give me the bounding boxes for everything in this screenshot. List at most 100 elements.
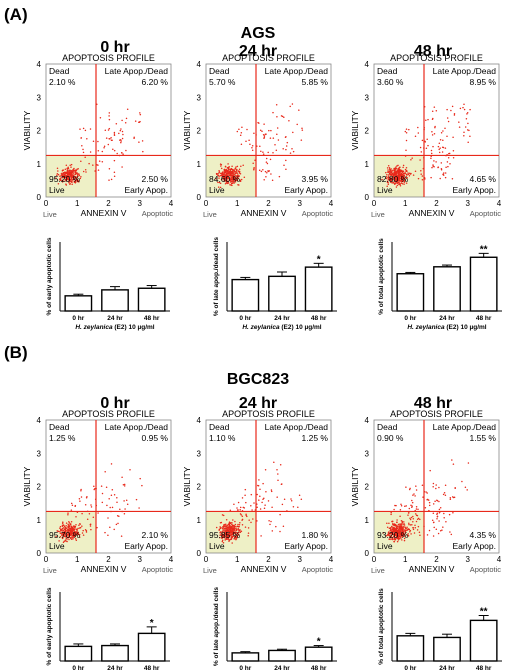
event-dot bbox=[246, 515, 248, 518]
event-dot bbox=[217, 181, 219, 184]
event-dot bbox=[463, 103, 465, 106]
bar-y-axis-label: % of total apoptotic cells bbox=[378, 588, 385, 665]
x-tick-label: 0 bbox=[372, 555, 377, 564]
quadrant-live-label: Live bbox=[49, 541, 65, 551]
event-dot bbox=[434, 126, 436, 129]
y-tick-label: 4 bbox=[365, 60, 370, 69]
event-dot bbox=[415, 506, 418, 508]
event-dot bbox=[61, 169, 64, 171]
event-dot bbox=[241, 126, 243, 128]
y-tick-label: 4 bbox=[37, 416, 42, 425]
bar bbox=[469, 256, 498, 312]
event-dot bbox=[400, 172, 403, 174]
event-dot bbox=[390, 180, 393, 182]
event-dot bbox=[410, 504, 412, 507]
event-dot bbox=[400, 182, 402, 185]
x-axis-label: ANNEXIN V bbox=[241, 564, 287, 574]
bar bbox=[396, 273, 425, 312]
event-dot bbox=[65, 527, 67, 529]
event-dot bbox=[138, 121, 140, 124]
event-dot bbox=[258, 169, 261, 172]
event-dot bbox=[411, 524, 413, 526]
event-dot bbox=[390, 168, 392, 170]
event-dot bbox=[440, 132, 443, 134]
event-dot bbox=[413, 493, 415, 495]
quadrant-early-pct: 3.95 % bbox=[302, 174, 329, 184]
event-dot bbox=[59, 175, 61, 177]
event-dot bbox=[414, 495, 416, 497]
bar bbox=[231, 652, 260, 662]
event-dot bbox=[268, 520, 270, 522]
event-dot bbox=[74, 533, 76, 535]
event-dot bbox=[258, 479, 260, 481]
event-dot bbox=[406, 534, 408, 536]
event-dot bbox=[415, 514, 418, 516]
event-dot bbox=[98, 160, 101, 162]
event-dot bbox=[439, 506, 442, 509]
event-dot bbox=[442, 173, 444, 176]
event-dot bbox=[391, 170, 393, 172]
event-dot bbox=[451, 459, 453, 461]
event-dot bbox=[433, 526, 435, 529]
event-dot bbox=[283, 164, 285, 166]
event-dot bbox=[453, 112, 456, 115]
event-dot bbox=[64, 173, 66, 175]
event-dot bbox=[70, 521, 73, 523]
quadrant-late-pct: 1.55 % bbox=[470, 433, 497, 443]
event-dot bbox=[438, 142, 441, 145]
event-dot bbox=[223, 174, 225, 176]
event-dot bbox=[405, 182, 408, 184]
event-dot bbox=[235, 168, 238, 171]
bar-category-label: 0 hr bbox=[72, 315, 84, 322]
event-dot bbox=[404, 168, 407, 171]
event-dot bbox=[107, 129, 110, 131]
event-dot bbox=[66, 538, 68, 540]
event-dot bbox=[394, 537, 396, 539]
event-dot bbox=[108, 497, 110, 500]
event-dot bbox=[396, 165, 398, 167]
event-dot bbox=[261, 501, 263, 504]
event-dot bbox=[469, 108, 471, 111]
event-dot bbox=[449, 531, 451, 533]
event-dot bbox=[80, 160, 82, 162]
event-dot bbox=[228, 531, 231, 533]
event-dot bbox=[403, 522, 405, 525]
event-dot bbox=[85, 529, 88, 532]
event-dot bbox=[401, 521, 404, 524]
event-dot bbox=[230, 522, 232, 524]
event-dot bbox=[444, 176, 447, 179]
event-dot bbox=[452, 149, 455, 152]
event-dot bbox=[464, 486, 467, 489]
event-dot bbox=[68, 178, 70, 180]
event-dot bbox=[115, 122, 118, 125]
event-dot bbox=[243, 176, 246, 179]
event-dot bbox=[227, 182, 230, 184]
event-dot bbox=[73, 530, 76, 533]
event-dot bbox=[230, 538, 233, 540]
event-dot bbox=[221, 514, 224, 516]
event-dot bbox=[409, 173, 412, 175]
event-dot bbox=[400, 503, 402, 505]
event-dot bbox=[260, 170, 263, 173]
quadrant-live-pct: 82.80 % bbox=[377, 174, 409, 184]
event-dot bbox=[231, 168, 233, 171]
event-dot bbox=[244, 526, 247, 528]
event-dot bbox=[390, 171, 393, 173]
y-tick-label: 0 bbox=[197, 193, 202, 202]
event-dot bbox=[431, 519, 434, 522]
event-dot bbox=[403, 533, 406, 536]
event-dot bbox=[238, 172, 241, 174]
event-dot bbox=[407, 514, 409, 516]
event-dot bbox=[402, 177, 404, 180]
event-dot bbox=[412, 520, 414, 523]
event-dot bbox=[261, 130, 263, 132]
event-dot bbox=[417, 177, 420, 180]
quadrant-dead-label: Dead bbox=[49, 422, 70, 432]
event-dot bbox=[292, 506, 295, 508]
event-dot bbox=[270, 489, 273, 491]
event-dot bbox=[77, 533, 80, 535]
event-dot bbox=[400, 176, 403, 178]
event-dot bbox=[237, 177, 239, 179]
event-dot bbox=[237, 529, 240, 531]
event-dot bbox=[290, 498, 292, 500]
